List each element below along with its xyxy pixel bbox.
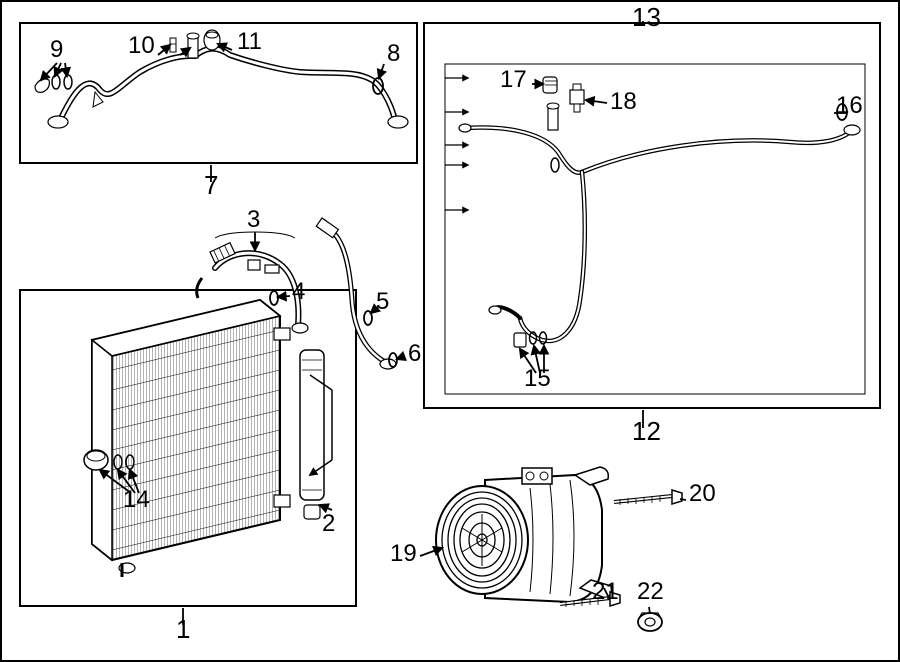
region-12: [424, 23, 880, 408]
part-2: [300, 350, 324, 519]
label-20: 20: [689, 480, 716, 508]
part-22-nut: [638, 613, 662, 631]
diagram-canvas: [0, 0, 900, 662]
part-10: [170, 38, 176, 52]
label-11: 11: [237, 28, 262, 56]
region-1: [20, 290, 356, 606]
cluster-9: [35, 75, 72, 92]
region-7: [20, 23, 417, 163]
label-7: 7: [204, 170, 218, 201]
label-5: 5: [376, 288, 389, 316]
label-18: 18: [610, 88, 637, 116]
part-19-compressor: [436, 467, 611, 602]
label-6: 6: [408, 340, 421, 368]
label-1: 1: [176, 614, 190, 645]
label-8: 8: [387, 40, 400, 68]
label-4: 4: [292, 278, 305, 306]
part-17: [543, 77, 557, 93]
label-22: 22: [637, 578, 664, 606]
label-21: 21: [592, 578, 619, 606]
label-16: 16: [836, 92, 863, 120]
label-19: 19: [390, 540, 417, 568]
label-17: 17: [500, 66, 527, 94]
label-10: 10: [128, 32, 155, 60]
part-18: [570, 84, 584, 112]
label-12: 12: [632, 416, 661, 447]
part-20-bolt: [614, 490, 682, 505]
part-5: [364, 311, 372, 325]
label-15: 15: [524, 365, 551, 393]
label-13: 13: [632, 2, 661, 33]
label-2: 2: [322, 510, 335, 538]
label-3: 3: [247, 206, 260, 234]
label-14: 14: [123, 486, 150, 514]
label-9: 9: [50, 36, 63, 64]
part-4: [270, 291, 278, 305]
part-11: [204, 30, 220, 50]
